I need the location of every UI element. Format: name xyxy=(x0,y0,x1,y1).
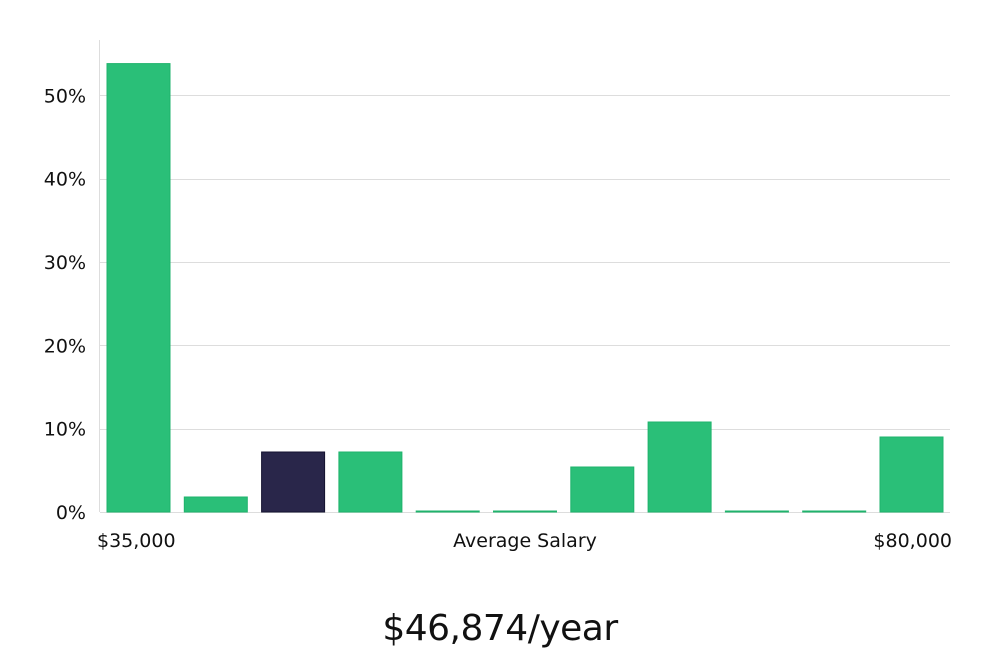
y-tick-labels: 0% 10% 20% 30% 40% 50% xyxy=(44,85,86,524)
bar xyxy=(338,451,403,513)
grid-lines xyxy=(100,95,950,513)
bar xyxy=(724,510,789,513)
bar xyxy=(183,496,248,513)
bar-highlighted xyxy=(261,451,326,513)
average-salary-value: $46,874/year xyxy=(382,608,618,649)
y-tick-label: 0% xyxy=(56,502,86,524)
bars xyxy=(106,63,944,513)
y-tick-label: 50% xyxy=(44,85,86,107)
x-min-label: $35,000 xyxy=(97,530,176,552)
x-axis-label: Average Salary xyxy=(453,530,597,552)
bar xyxy=(647,421,712,513)
y-tick-label: 30% xyxy=(44,252,86,274)
y-tick-label: 20% xyxy=(44,335,86,357)
bar xyxy=(493,510,557,513)
salary-distribution-chart: 0% 10% 20% 30% 40% 50% $35,000 Average Salary… xyxy=(44,40,952,552)
bar xyxy=(879,436,944,513)
y-tick-label: 10% xyxy=(44,419,86,441)
bar xyxy=(415,510,480,513)
bar xyxy=(106,63,171,513)
x-max-label: $80,000 xyxy=(873,530,952,552)
bar xyxy=(802,510,867,513)
bar xyxy=(570,466,635,513)
y-tick-label: 40% xyxy=(44,169,86,191)
